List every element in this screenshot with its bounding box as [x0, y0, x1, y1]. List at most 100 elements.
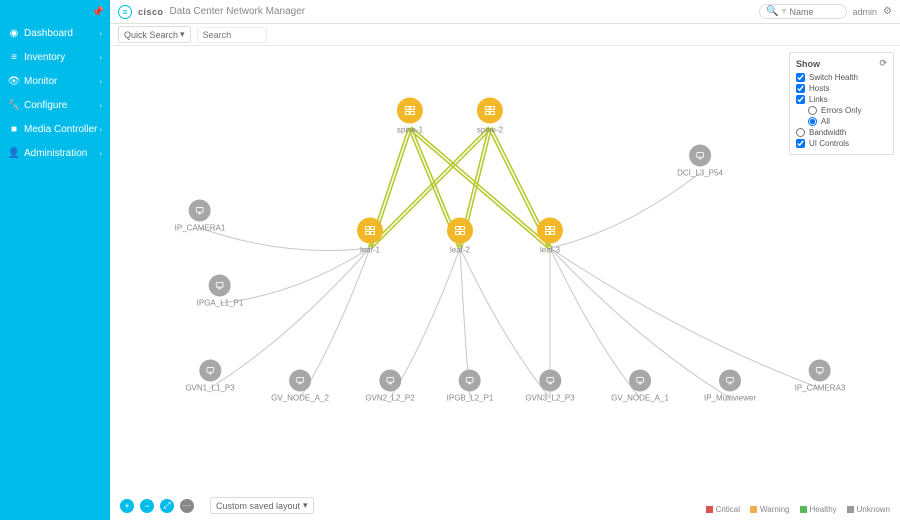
sidebar-item-label: Inventory	[24, 52, 99, 63]
spine-icon	[397, 98, 423, 124]
sidebar-item-inventory[interactable]: ≡Inventory›	[0, 45, 110, 69]
show-option-input[interactable]	[808, 117, 817, 126]
gear-icon[interactable]: ⚙	[883, 6, 892, 17]
host-icon	[689, 145, 711, 167]
fit-button[interactable]: ⤢	[160, 499, 174, 513]
toolbar-search-input[interactable]	[197, 27, 267, 43]
show-option-input[interactable]	[808, 106, 817, 115]
show-option[interactable]: UI Controls	[796, 138, 887, 149]
chevron-right-icon: ›	[99, 53, 102, 62]
node-label: IP_CAMERA1	[175, 224, 226, 233]
chevron-right-icon: ›	[99, 29, 102, 38]
show-option-label: Errors Only	[821, 106, 861, 115]
topology-node-host[interactable]: IP_Multiviewer	[704, 370, 756, 403]
topology-node-spine[interactable]: spine-2	[477, 98, 503, 135]
node-label: leaf-3	[540, 246, 560, 255]
node-label: DCI_L3_P54	[677, 169, 723, 178]
topology-node-host[interactable]: GVN2_L2_P2	[365, 370, 414, 403]
chevron-right-icon: ›	[99, 101, 102, 110]
configure-icon: 🔧	[8, 99, 20, 111]
topology-node-host[interactable]: IPGA_L1_P1	[197, 275, 244, 308]
topology-node-host[interactable]: GVN1_L1_P3	[185, 360, 234, 393]
node-label: GV_NODE_A_2	[271, 394, 329, 403]
leaf-icon	[357, 218, 383, 244]
user-label[interactable]: admin	[853, 7, 878, 17]
sidebar-item-admin[interactable]: 👤Administration›	[0, 141, 110, 165]
topology-node-leaf[interactable]: leaf-1	[357, 218, 383, 255]
node-label: GVN1_L1_P3	[185, 384, 234, 393]
global-search[interactable]: 🔍 ▾	[759, 4, 846, 19]
zoom-out-button[interactable]: −	[140, 499, 154, 513]
topology-node-host[interactable]: GVN3_L2_P3	[525, 370, 574, 403]
show-option-input[interactable]	[796, 95, 805, 104]
show-option-label: All	[821, 117, 830, 126]
leaf-icon	[537, 218, 563, 244]
brand-logo: cisco	[138, 7, 164, 17]
host-icon	[809, 360, 831, 382]
sidebar-item-label: Media Controller	[24, 124, 99, 135]
sidebar-item-label: Administration	[24, 148, 99, 159]
pin-icon[interactable]: 📌	[86, 4, 110, 21]
layout-select[interactable]: Custom saved layout▾	[210, 497, 314, 514]
show-option-input[interactable]	[796, 139, 805, 148]
toolbar: Quick Search▾	[110, 24, 900, 46]
topology-node-host[interactable]: DCI_L3_P54	[677, 145, 723, 178]
show-option-input[interactable]	[796, 84, 805, 93]
host-icon	[289, 370, 311, 392]
node-label: IP_Multiviewer	[704, 394, 756, 403]
node-label: GVN3_L2_P3	[525, 394, 574, 403]
show-option[interactable]: All	[796, 116, 887, 127]
topology-node-host[interactable]: IP_CAMERA1	[175, 200, 226, 233]
show-panel: Show ⟳ Switch Health Hosts Links Errors Only…	[789, 52, 894, 155]
sidebar-item-media[interactable]: ■ Media Controller›	[0, 117, 110, 141]
show-option-label: Hosts	[809, 84, 829, 93]
legend-item: Unknown	[847, 505, 890, 514]
host-icon	[199, 360, 221, 382]
show-option-label: Links	[809, 95, 828, 104]
show-option-label: Bandwidth	[809, 128, 846, 137]
host-icon	[539, 370, 561, 392]
more-button[interactable]: ⋯	[180, 499, 194, 513]
chevron-right-icon: ›	[99, 125, 102, 134]
legend-item: Critical	[706, 505, 740, 514]
sidebar-item-configure[interactable]: 🔧 Configure›	[0, 93, 110, 117]
sidebar-item-label: Monitor	[24, 76, 99, 87]
admin-icon: 👤	[8, 147, 20, 159]
topology-node-spine[interactable]: spine-1	[397, 98, 423, 135]
node-label: leaf-2	[450, 246, 470, 255]
topology-canvas[interactable]: spine-1 spine-2 leaf-1 leaf-2 leaf-3 DCI_L3_P…	[110, 46, 900, 520]
topology-node-host[interactable]: GV_NODE_A_1	[611, 370, 669, 403]
refresh-icon[interactable]: ⟳	[879, 58, 887, 69]
show-option[interactable]: Hosts	[796, 83, 887, 94]
show-option-label: Switch Health	[809, 73, 858, 82]
show-option[interactable]: Switch Health	[796, 72, 887, 83]
search-icon: 🔍	[766, 6, 778, 17]
topbar: ≡ cisco Data Center Network Manager 🔍 ▾ …	[110, 0, 900, 24]
show-option-input[interactable]	[796, 128, 805, 137]
show-option[interactable]: Links	[796, 94, 887, 105]
sidebar-item-monitor[interactable]: 👁Monitor›	[0, 69, 110, 93]
host-icon	[189, 200, 211, 222]
topology-node-host[interactable]: IPGB_L2_P1	[447, 370, 494, 403]
menu-toggle-button[interactable]: ≡	[118, 5, 132, 19]
show-option-input[interactable]	[796, 73, 805, 82]
sidebar: 📌 ◉Dashboard›≡Inventory›👁Monitor› 🔧 Config…	[0, 0, 110, 520]
show-panel-title: Show	[796, 59, 820, 69]
chevron-right-icon: ›	[99, 77, 102, 86]
show-option[interactable]: Errors Only	[796, 105, 887, 116]
sidebar-item-dashboard[interactable]: ◉Dashboard›	[0, 21, 110, 45]
app-title: Data Center Network Manager	[170, 6, 306, 17]
media-icon: ■	[8, 123, 20, 135]
quick-search-dropdown[interactable]: Quick Search▾	[118, 26, 191, 43]
show-option[interactable]: Bandwidth	[796, 127, 887, 138]
topology-node-host[interactable]: IP_CAMERA3	[795, 360, 846, 393]
zoom-in-button[interactable]: +	[120, 499, 134, 513]
sidebar-item-label: Dashboard	[24, 28, 99, 39]
topology-node-leaf[interactable]: leaf-2	[447, 218, 473, 255]
leaf-icon	[447, 218, 473, 244]
sidebar-item-label: Configure	[24, 100, 99, 111]
topology-node-leaf[interactable]: leaf-3	[537, 218, 563, 255]
node-label: GVN2_L2_P2	[365, 394, 414, 403]
global-search-input[interactable]	[790, 7, 840, 17]
topology-node-host[interactable]: GV_NODE_A_2	[271, 370, 329, 403]
